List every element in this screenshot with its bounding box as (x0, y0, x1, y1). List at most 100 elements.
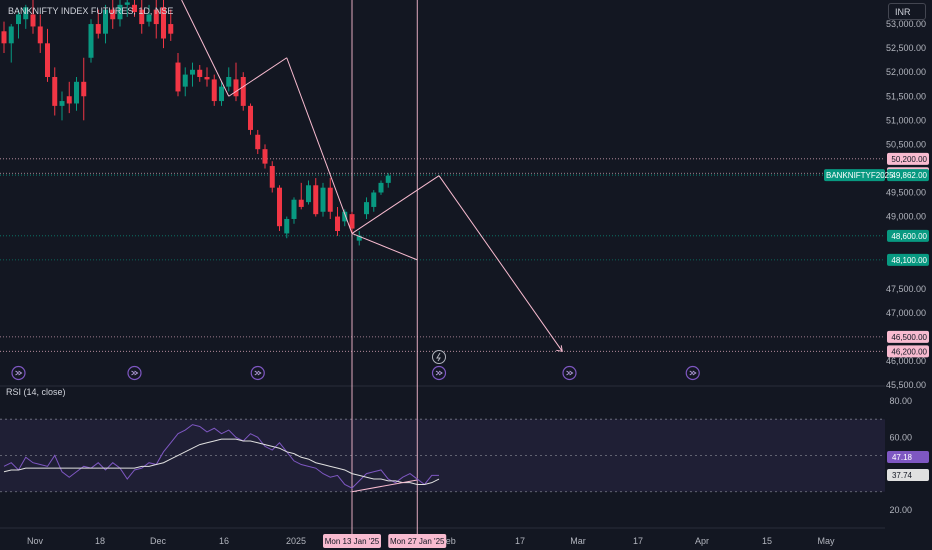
price-level-tag (887, 330, 929, 343)
chart-title: BANKNIFTY INDEX FUTURES, 1D, NSE (8, 6, 174, 16)
rsi-value-tag (887, 451, 929, 463)
last-price-tag (887, 169, 929, 182)
time-axis-label: 16 (219, 536, 229, 546)
date-tag-text: Mon 27 Jan '25 (390, 537, 445, 546)
trendline (228, 57, 288, 97)
candle-body (190, 69, 195, 75)
candle-body (284, 218, 290, 234)
candle-body (30, 14, 36, 27)
candle-body (291, 199, 297, 219)
rsi-tick-label: 20.00 (889, 505, 912, 515)
currency-selector[interactable]: INR (888, 3, 926, 20)
event-icon-glyph (689, 370, 697, 376)
price-level-tag-text: 48,600.00 (891, 232, 927, 241)
candle-body (117, 4, 123, 20)
candle-body (320, 187, 326, 212)
candle-body (175, 62, 181, 92)
price-tick-label: 46,000.00 (886, 356, 926, 366)
time-axis-label: Feb (440, 536, 456, 546)
price-level-tag-text: 48,100.00 (891, 256, 927, 265)
rsi-trendline (351, 479, 418, 493)
candle-body (16, 14, 21, 25)
candle-body (146, 14, 152, 22)
candle-body (385, 175, 391, 183)
candle-body (74, 81, 79, 104)
candle-body (168, 24, 174, 34)
event-icon-glyph (254, 370, 262, 376)
lightning-icon-glyph (436, 352, 441, 362)
trendline (286, 57, 353, 234)
rsi-line (3, 424, 439, 489)
trendline (438, 175, 563, 352)
candle-body (240, 77, 246, 106)
candle-body (298, 199, 304, 207)
date-tag-text: Mon 13 Jan '25 (325, 537, 380, 546)
price-tick-label: 52,000.00 (886, 67, 926, 77)
candle-body (182, 74, 188, 87)
lightning-icon (432, 350, 446, 364)
candle-body (37, 26, 43, 44)
candle-body (262, 149, 268, 164)
candle-body (364, 202, 369, 215)
candle-body (371, 192, 377, 207)
candle-body (197, 69, 203, 77)
price-level-tag-text: 46,500.00 (891, 333, 927, 342)
candle-body (313, 185, 319, 215)
candle-body (153, 9, 159, 25)
price-tick-label: 51,500.00 (886, 91, 926, 101)
price-tick-label: 47,000.00 (886, 308, 926, 318)
candle-body (335, 216, 340, 231)
price-level-tag-text: 46,200.00 (891, 347, 927, 356)
candle-body (81, 81, 87, 97)
date-tag (388, 534, 447, 548)
price-level-tag (887, 152, 929, 165)
rsi-value-text: 47.18 (892, 453, 913, 462)
candle-body (233, 79, 239, 97)
price-tick-label: 49,000.00 (886, 212, 926, 222)
candle-body (124, 2, 130, 5)
price-tick-label: 47,500.00 (886, 284, 926, 294)
date-tag (323, 534, 381, 548)
price-tick-label: 45,500.00 (886, 380, 926, 390)
candle-body (59, 101, 65, 106)
rsi-ma-value-tag (887, 469, 929, 481)
rsi-ma-line (3, 438, 440, 485)
event-icon-glyph (435, 370, 443, 376)
candle-body (23, 7, 29, 20)
candle-body (139, 9, 145, 25)
event-icon-glyph (131, 370, 139, 376)
time-axis-label: Mar (570, 536, 586, 546)
rsi-tick-label: 60.00 (889, 432, 912, 442)
rsi-indicator-label[interactable]: RSI (14, close) (6, 387, 66, 397)
symbol-tag-text: BANKNIFTYF2025 (826, 171, 894, 180)
price-tick-label: 49,500.00 (886, 188, 926, 198)
price-level-tag (887, 253, 929, 266)
candle-body (103, 9, 108, 34)
candle-body (269, 166, 275, 188)
candle-body (132, 4, 137, 13)
candle-body (255, 134, 261, 150)
candle-body (327, 187, 333, 212)
time-axis-label: 17 (515, 536, 525, 546)
candle-body (248, 105, 253, 130)
candle-body (349, 214, 355, 229)
last-price-tag-text: 49,862.00 (891, 171, 927, 180)
candle-body (378, 182, 384, 193)
price-level-tag (887, 345, 929, 358)
rsi-band (0, 419, 885, 492)
candle-body (161, 7, 166, 39)
price-tick-label: 50,500.00 (886, 139, 926, 149)
candle-body (342, 211, 348, 222)
candle-body (8, 26, 14, 44)
time-axis-label: Nov (27, 536, 44, 546)
time-axis-label: 17 (633, 536, 643, 546)
time-axis-label: 18 (95, 536, 105, 546)
price-tick-label: 53,000.00 (886, 19, 926, 29)
price-level-tag-text: 50,200.00 (891, 155, 927, 164)
candle-body (66, 96, 72, 104)
candle-body (277, 187, 282, 227)
price-tick-label: 51,000.00 (886, 115, 926, 125)
candle-body (52, 77, 58, 106)
candle-body (211, 79, 217, 102)
